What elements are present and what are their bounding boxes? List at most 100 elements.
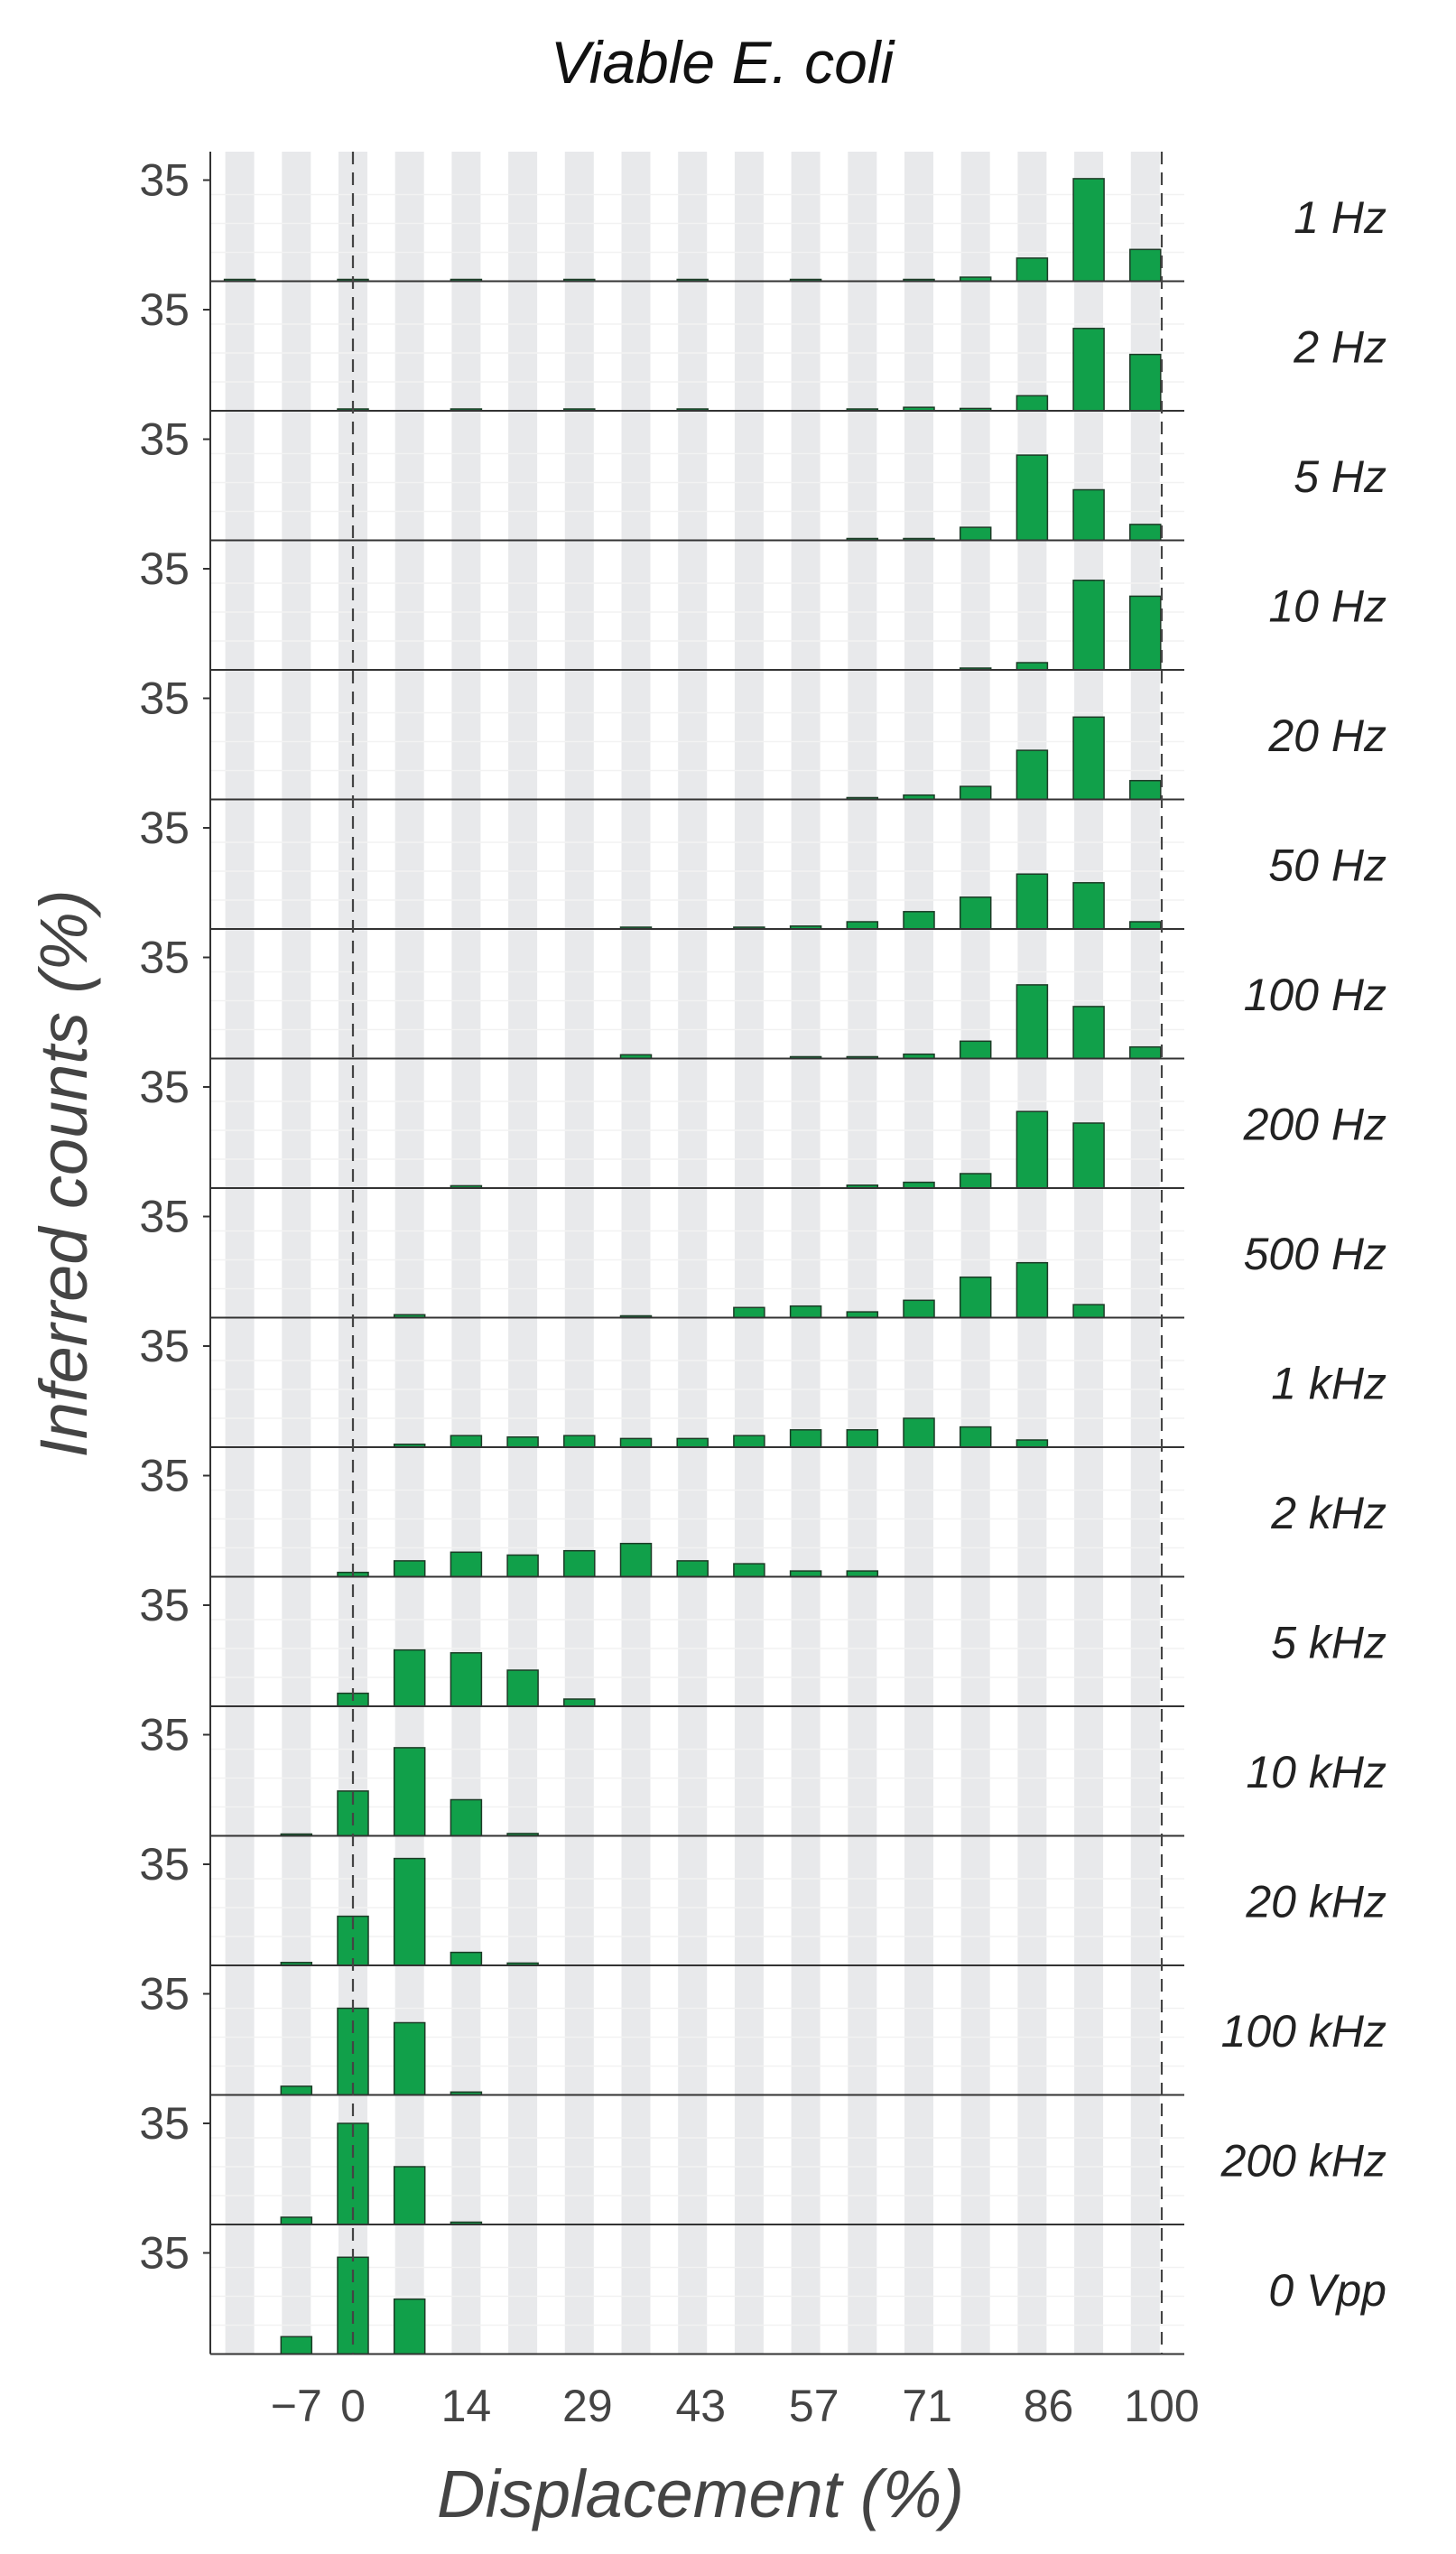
bar — [846, 1429, 879, 1448]
bar — [563, 1435, 596, 1448]
bar — [1129, 1045, 1162, 1060]
y-tick-label: 35 — [139, 155, 190, 206]
bar — [1072, 1006, 1105, 1060]
bar — [903, 1417, 935, 1448]
x-tick-label: −7 — [271, 2381, 322, 2431]
bar — [1072, 580, 1105, 671]
bar — [1129, 779, 1162, 801]
bar — [393, 1648, 426, 1707]
y-tick-label: 35 — [139, 2228, 190, 2279]
panel-label: 5 kHz — [1271, 1617, 1386, 1667]
x-tick-label: 57 — [789, 2381, 839, 2431]
bar — [733, 1563, 765, 1578]
bar — [676, 1560, 709, 1578]
y-tick-label: 35 — [139, 1062, 190, 1112]
background-band — [904, 152, 933, 2354]
bar — [280, 2216, 313, 2225]
background-band — [564, 152, 594, 2354]
panel-label: 10 kHz — [1246, 1747, 1386, 1797]
bar — [1129, 595, 1162, 671]
bar — [450, 1798, 483, 1837]
bar — [393, 2021, 426, 2096]
bar — [733, 1306, 765, 1319]
reference-lines — [351, 152, 1164, 2354]
background-band — [1130, 152, 1160, 2354]
panel-label: 200 kHz — [1220, 2135, 1386, 2186]
bar — [1015, 454, 1049, 542]
bar — [733, 1435, 765, 1448]
x-tick-label: 43 — [675, 2381, 726, 2431]
panel-label: 5 Hz — [1294, 451, 1386, 502]
bar — [393, 1560, 426, 1578]
background-band — [678, 152, 708, 2354]
panel-label: 100 kHz — [1221, 2006, 1386, 2057]
x-axis-title: Displacement (%) — [437, 2456, 964, 2531]
y-tick-label: 35 — [139, 543, 190, 594]
bar — [959, 1426, 992, 1448]
x-tick-label: 0 — [340, 2381, 366, 2431]
panel-baselines — [209, 152, 1184, 2355]
bar — [959, 896, 992, 930]
background-band — [282, 152, 311, 2354]
bar — [450, 1652, 483, 1707]
x-tick-label: 14 — [441, 2381, 492, 2431]
bar — [1015, 749, 1049, 801]
background-band — [508, 152, 538, 2354]
background-bands — [225, 152, 1160, 2354]
panel-label: 20 kHz — [1245, 1876, 1386, 1927]
y-tick-label: 35 — [139, 1710, 190, 1760]
panel-label: 50 Hz — [1268, 840, 1386, 890]
bar — [1072, 488, 1105, 542]
y-tick-label: 35 — [139, 284, 190, 335]
chart-title: Viable E. coli — [551, 29, 896, 96]
bar — [959, 1276, 992, 1319]
background-band — [451, 152, 481, 2354]
bar — [1015, 873, 1049, 930]
bar — [280, 2336, 313, 2355]
bar — [1015, 257, 1049, 283]
bar — [959, 1040, 992, 1060]
bar — [1072, 882, 1105, 930]
bar — [506, 1554, 539, 1578]
bar — [619, 1542, 653, 1578]
bar — [1015, 662, 1049, 671]
y-tick-label: 35 — [139, 1580, 190, 1630]
panel-labels: 1 Hz 2 Hz 5 Hz 10 Hz 20 Hz 50 Hz 100 Hz 200 Hz 5… — [1220, 192, 1386, 2316]
bar — [563, 1698, 596, 1707]
bar — [563, 1549, 596, 1578]
bar — [959, 526, 992, 542]
panel-label: 1 Hz — [1294, 192, 1386, 243]
panel-label: 100 Hz — [1244, 970, 1386, 1020]
bar — [676, 1437, 709, 1448]
bar — [506, 1436, 539, 1448]
background-band — [225, 152, 255, 2354]
bar — [1129, 921, 1162, 930]
bar — [506, 1669, 539, 1707]
y-tick-label: 35 — [139, 2098, 190, 2149]
bar — [1015, 1261, 1049, 1319]
panel-label: 1 kHz — [1271, 1358, 1386, 1408]
bar — [1015, 395, 1049, 412]
bar — [1072, 328, 1105, 412]
background-band — [848, 152, 877, 2354]
y-axis-title: Inferred counts (%) — [26, 889, 101, 1457]
bar — [959, 785, 992, 801]
panel-label: 10 Hz — [1268, 580, 1386, 631]
background-band — [791, 152, 821, 2354]
bar — [789, 1305, 822, 1319]
bar — [619, 1437, 653, 1448]
bar — [903, 1299, 935, 1319]
bar — [903, 911, 935, 930]
panel-label: 0 Vpp — [1268, 2265, 1386, 2316]
bar — [393, 2298, 426, 2355]
bar — [280, 2085, 313, 2096]
bar — [959, 1173, 992, 1189]
bar — [393, 1857, 426, 1966]
y-tick-label: 35 — [139, 1839, 190, 1890]
panel-label: 200 Hz — [1243, 1099, 1386, 1149]
bar — [789, 1429, 822, 1448]
bar — [393, 2166, 426, 2225]
y-tick-label: 35 — [139, 933, 190, 983]
bar — [1129, 353, 1162, 412]
